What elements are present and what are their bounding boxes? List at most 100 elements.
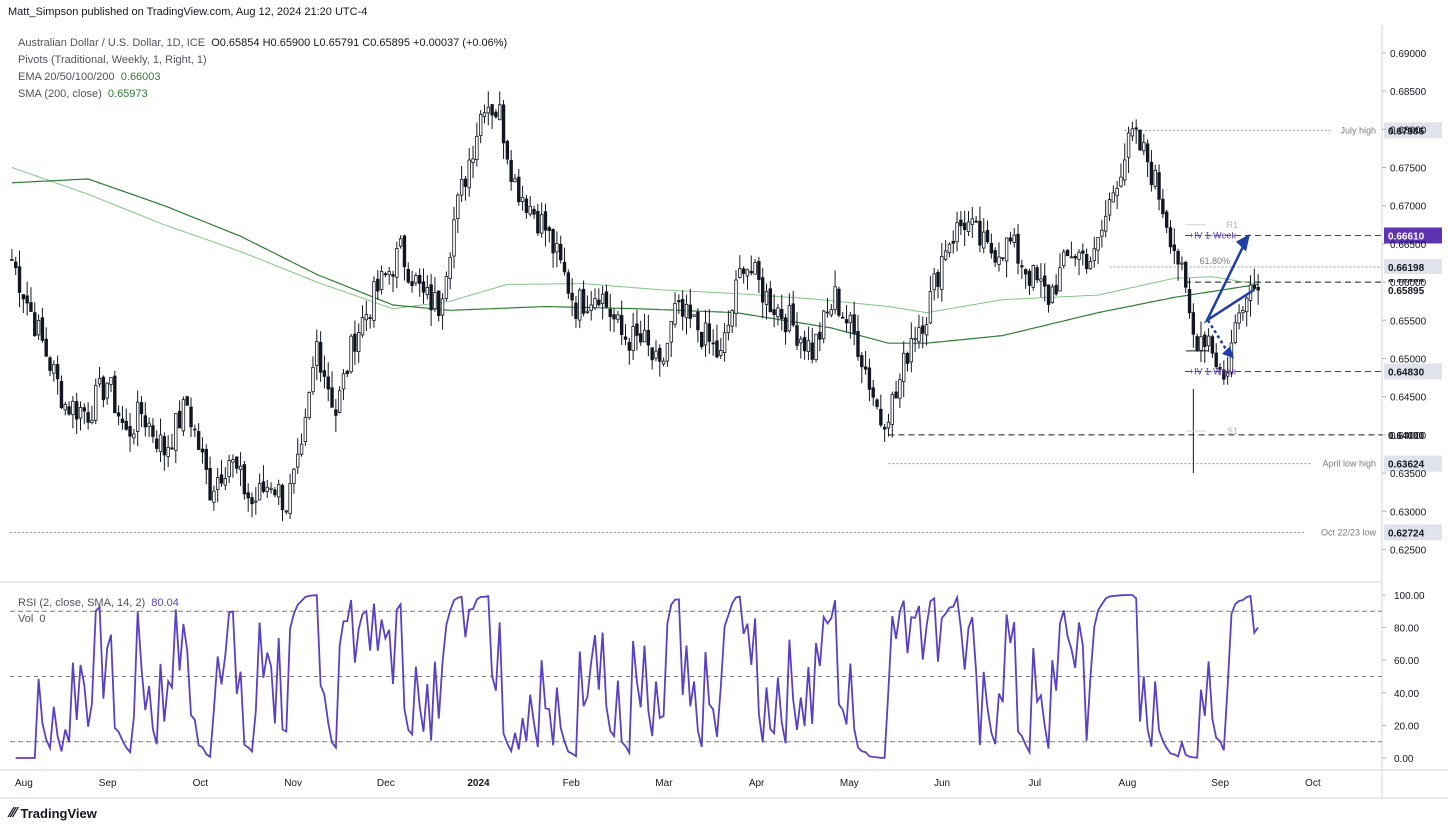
- candle-body: [265, 486, 269, 493]
- candle-body: [688, 304, 692, 319]
- candle-body: [833, 286, 837, 310]
- candle-body: [1119, 176, 1123, 187]
- candle-body: [1050, 286, 1055, 304]
- candle-body: [296, 453, 300, 468]
- candle-body: [402, 235, 407, 268]
- candle-body: [406, 268, 410, 283]
- time-tick-label: 2024: [467, 778, 490, 789]
- candle-body: [364, 314, 369, 321]
- time-tick-label: Oct: [193, 778, 209, 789]
- candle-body: [600, 293, 605, 304]
- candle-body: [257, 483, 262, 501]
- candle-body: [837, 288, 841, 316]
- candle-body: [536, 210, 540, 234]
- candle-body: [764, 291, 769, 305]
- candle-body: [848, 314, 853, 324]
- candle-body: [177, 410, 182, 429]
- candle-body: [1100, 229, 1104, 237]
- tradingview-logo-icon: ⁄⁄⁄: [10, 806, 17, 821]
- candle-body: [90, 419, 94, 423]
- candle-body: [726, 324, 731, 333]
- candle-body: [989, 242, 994, 254]
- price-tick-label: 0.67500: [1390, 164, 1427, 175]
- vol-value: 0: [39, 613, 46, 625]
- candle-body: [639, 333, 643, 343]
- candle-body: [463, 178, 468, 187]
- candle-body: [25, 295, 29, 304]
- candle-body: [189, 406, 193, 428]
- candle-body: [673, 303, 677, 325]
- candle-body: [597, 299, 601, 306]
- candle-body: [376, 278, 380, 292]
- candle-body: [372, 281, 376, 321]
- candle-body: [1130, 128, 1135, 137]
- candle-body: [982, 231, 986, 249]
- candle-body: [1039, 278, 1043, 282]
- candle-body: [722, 332, 727, 353]
- candle-body: [581, 288, 586, 314]
- candle-body: [383, 273, 388, 276]
- candle-body: [1027, 270, 1032, 286]
- candle-body: [749, 270, 753, 274]
- candle-body: [924, 324, 929, 336]
- candle-body: [1001, 257, 1005, 260]
- candle-body: [162, 436, 167, 456]
- candle-body: [486, 106, 490, 114]
- candle-body: [543, 211, 548, 231]
- candle-body: [219, 474, 224, 484]
- candle-body: [1004, 237, 1009, 262]
- candle-body: [654, 350, 658, 359]
- candle-body: [193, 428, 197, 431]
- candle-body: [593, 298, 597, 309]
- iv-upper-label: +IV 1-Week: [1189, 230, 1237, 240]
- iv-upper-pill-text: 0.66610: [1388, 231, 1425, 242]
- july-high-pill: [1384, 122, 1442, 139]
- candle-body: [1225, 372, 1230, 377]
- candle-body: [917, 327, 921, 343]
- candle-body: [44, 338, 48, 357]
- candle-body: [48, 357, 52, 371]
- candle-body: [1046, 284, 1051, 305]
- candle-body: [421, 281, 426, 293]
- candle-body: [943, 250, 948, 260]
- candle-body: [235, 456, 239, 469]
- rsi-label: RSI (2, close, SMA, 14, 2): [18, 597, 146, 609]
- candle-body: [471, 158, 475, 163]
- candle-body: [776, 307, 780, 318]
- candle-body: [452, 219, 456, 257]
- candle-body: [616, 314, 620, 320]
- candle-body: [1180, 262, 1184, 265]
- candle-body: [1157, 172, 1161, 200]
- candle-body: [1214, 352, 1218, 368]
- candle-body: [433, 292, 437, 310]
- candle-body: [517, 176, 521, 203]
- candle-body: [1138, 129, 1142, 151]
- candle-body: [738, 268, 742, 278]
- candle-body: [139, 402, 144, 415]
- candle-body: [821, 310, 826, 340]
- candle-body: [116, 412, 121, 417]
- candle-body: [966, 221, 971, 232]
- ohlc-values: O0.65854 H0.65900 L0.65791 C0.65895 +0.0…: [211, 37, 508, 49]
- candle-body: [1088, 261, 1093, 270]
- candle-body: [1191, 312, 1196, 335]
- candle-body: [1233, 322, 1237, 343]
- candle-body: [341, 373, 346, 390]
- candle-body: [315, 341, 319, 366]
- april-low-pill-text: 0.63624: [1388, 460, 1425, 471]
- candle-body: [829, 309, 833, 316]
- price-tick-label: 0.63000: [1390, 507, 1427, 518]
- candle-body: [170, 447, 174, 450]
- candle-body: [700, 331, 704, 348]
- candle-body: [985, 230, 990, 243]
- price-chart[interactable]: July high 0.67986 +IV 1-Week 0.66610 61.80% 0…: [0, 0, 1448, 800]
- r1-pivot-label: R1: [1226, 220, 1238, 230]
- candle-body: [292, 468, 296, 484]
- candle-body: [414, 275, 418, 284]
- rsi-tick-label: 80.00: [1394, 624, 1419, 635]
- candle-body: [132, 433, 136, 439]
- candle-body: [360, 317, 365, 336]
- iv-lower-pill: [1384, 363, 1442, 380]
- candle-body: [959, 219, 963, 227]
- candle-body: [799, 338, 803, 344]
